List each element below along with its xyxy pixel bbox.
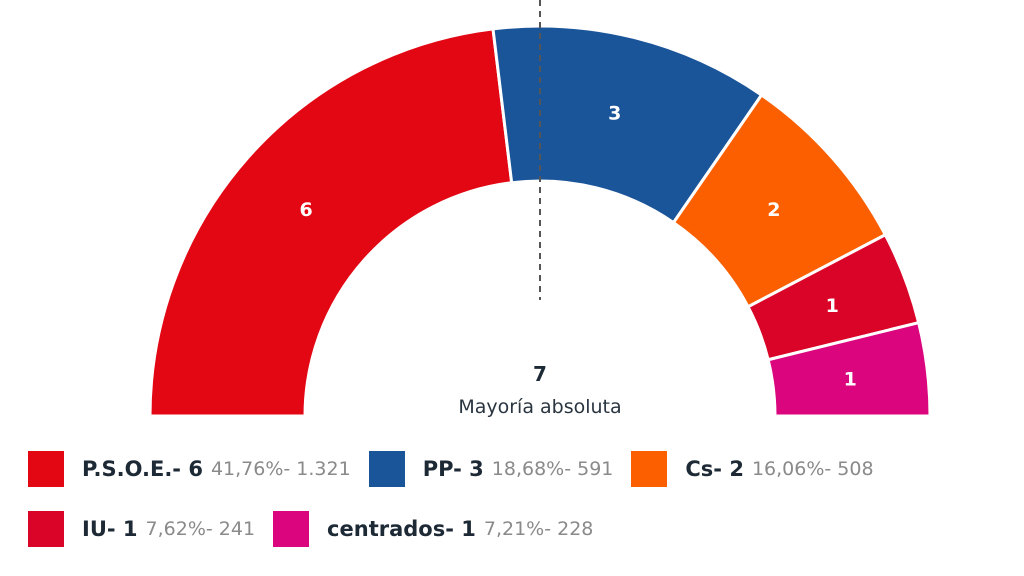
legend-label: IU- 1 xyxy=(82,517,138,541)
legend-item-centrados[interactable]: centrados- 1 7,21%- 228 xyxy=(273,511,593,547)
legend-stats: 7,62%- 241 xyxy=(145,518,256,540)
legend-row: IU- 1 7,62%- 241 centrados- 1 7,21%- 228 xyxy=(28,510,1008,548)
chart-segments: 6 3 2 1 1 xyxy=(148,24,932,418)
legend-stats: 41,76%- 1.321 xyxy=(210,458,351,480)
segment-seat-count: 1 xyxy=(844,368,857,390)
legend-stats: 7,21%- 228 xyxy=(483,518,594,540)
legend: P.S.O.E.- 6 41,76%- 1.321 PP- 3 18,68%- … xyxy=(28,450,1008,570)
legend-item-psoe[interactable]: P.S.O.E.- 6 41,76%- 1.321 xyxy=(28,451,351,487)
legend-label: Cs- 2 xyxy=(685,457,744,481)
parliament-chart: 6 3 2 1 1 xyxy=(148,0,932,418)
legend-swatch xyxy=(273,511,310,547)
legend-label: P.S.O.E.- 6 xyxy=(82,457,203,481)
legend-swatch xyxy=(368,451,405,487)
legend-swatch xyxy=(28,451,64,487)
legend-swatch xyxy=(631,451,668,487)
legend-row: P.S.O.E.- 6 41,76%- 1.321 PP- 3 18,68%- … xyxy=(28,450,1008,488)
legend-swatch xyxy=(28,511,64,547)
legend-item-pp[interactable]: PP- 3 18,68%- 591 xyxy=(368,451,614,487)
majority-number: 7 xyxy=(533,362,547,386)
legend-stats: 18,68%- 591 xyxy=(491,458,614,480)
legend-label: PP- 3 xyxy=(422,457,484,481)
legend-label: centrados- 1 xyxy=(327,517,476,541)
segment-psoe[interactable] xyxy=(148,27,514,418)
segment-centrados[interactable] xyxy=(766,320,932,418)
segment-seat-count: 2 xyxy=(767,199,780,221)
segment-seat-count: 3 xyxy=(608,103,621,125)
majority-label: Mayoría absoluta xyxy=(458,396,622,418)
legend-stats: 16,06%- 508 xyxy=(751,458,874,480)
segment-seat-count: 6 xyxy=(299,199,312,221)
legend-item-iu[interactable]: IU- 1 7,62%- 241 xyxy=(28,511,255,547)
legend-item-cs[interactable]: Cs- 2 16,06%- 508 xyxy=(631,451,874,487)
segment-seat-count: 1 xyxy=(826,295,839,317)
